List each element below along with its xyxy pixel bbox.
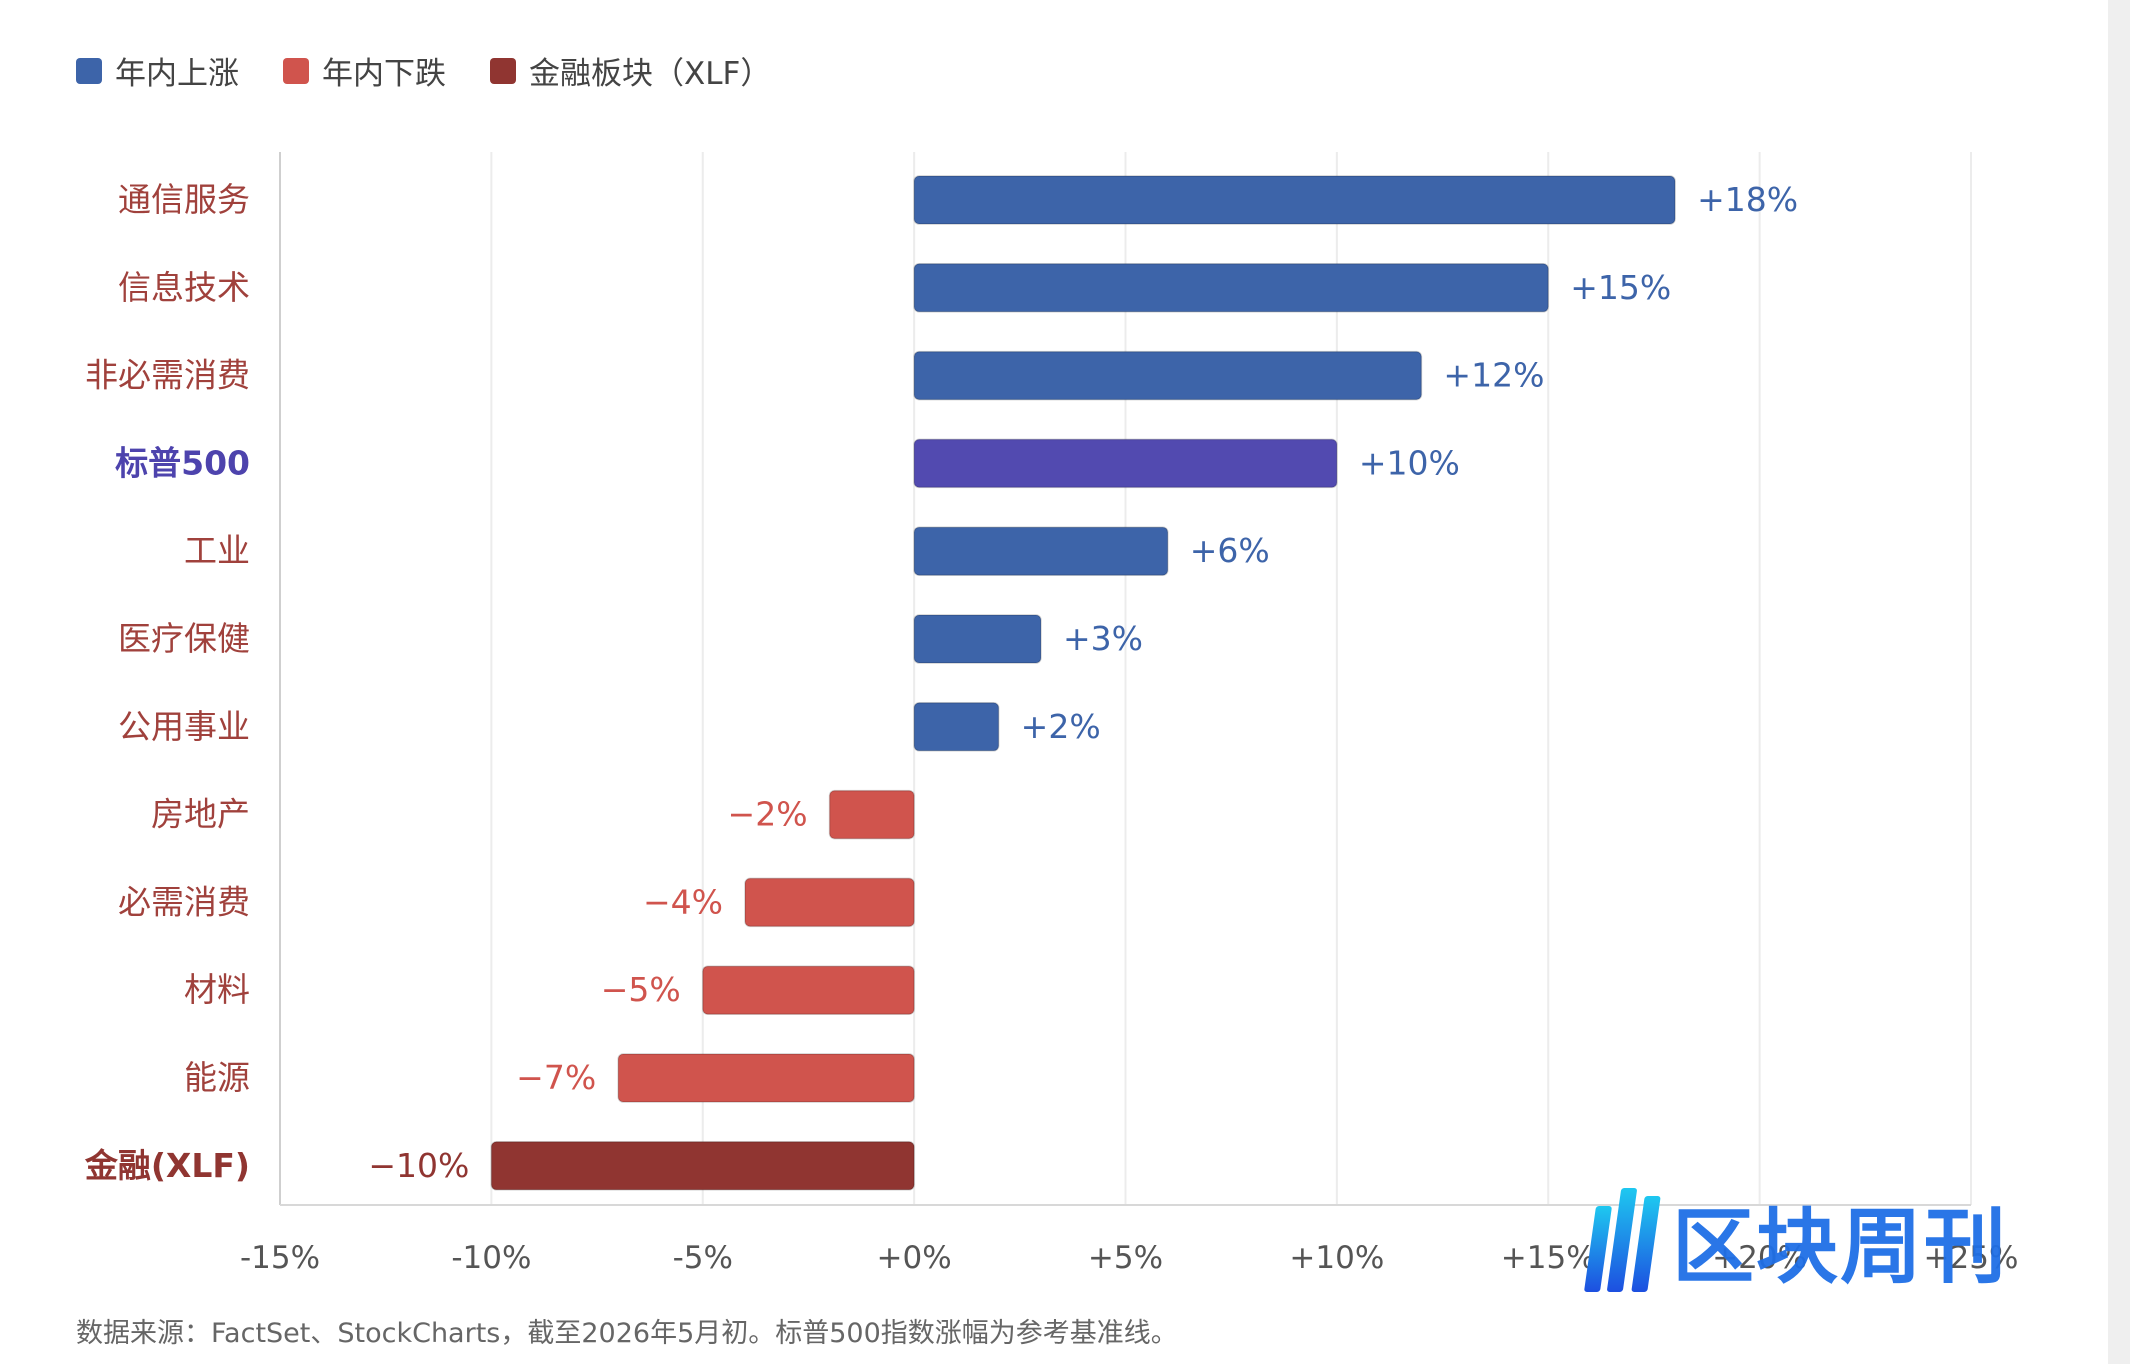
bar-11 [617, 1053, 915, 1103]
category-label-6: 医疗保健 [118, 619, 250, 658]
value-label-11: −7% [516, 1058, 596, 1097]
value-label-3: +12% [1443, 356, 1544, 395]
x-tick-label: +0% [877, 1240, 952, 1276]
bar-10 [702, 965, 915, 1015]
chart-legend: 年内上涨 年内下跌 金融板块（XLF） [76, 48, 771, 93]
category-label-1: 通信服务 [118, 180, 250, 219]
value-label-4: +10% [1359, 443, 1460, 482]
value-label-9: −4% [643, 882, 723, 921]
watermark: 区块周刊 [1583, 1180, 2009, 1299]
value-label-12: −10% [368, 1146, 469, 1185]
window-edge [2108, 0, 2130, 1364]
bar-6 [913, 614, 1042, 664]
legend-item-down: 年内下跌 [283, 48, 446, 93]
x-tick-label: -15% [240, 1240, 320, 1276]
value-label-2: +15% [1570, 268, 1671, 307]
legend-item-financial: 金融板块（XLF） [490, 48, 771, 93]
legend-swatch-financial [490, 57, 516, 84]
x-tick-label: -5% [673, 1240, 733, 1276]
x-tick-label: -10% [451, 1240, 531, 1276]
value-label-1: +18% [1697, 180, 1798, 219]
category-label-9: 必需消费 [118, 882, 250, 921]
watermark-text: 区块周刊 [1672, 1200, 2009, 1295]
value-label-7: +2% [1021, 707, 1101, 746]
watermark-logo-icon [1583, 1187, 1661, 1292]
bar-3 [913, 350, 1423, 401]
value-label-6: +3% [1063, 619, 1143, 658]
source-note: 数据来源：FactSet、StockCharts，截至2026年5月初。标普50… [76, 1318, 1178, 1349]
category-label-4: 标普500 [115, 443, 250, 482]
bar-9 [744, 877, 915, 928]
x-tick-label: +15% [1501, 1240, 1596, 1276]
legend-swatch-up [76, 57, 102, 84]
bar-12 [490, 1141, 915, 1191]
value-label-5: +6% [1190, 531, 1270, 570]
x-tick-label: +25% [1924, 1240, 2019, 1276]
value-label-10: −5% [601, 970, 681, 1009]
x-tick-label: +5% [1088, 1240, 1163, 1276]
bar-1 [913, 175, 1676, 225]
bar-8 [828, 789, 915, 840]
category-label-5: 工业 [184, 531, 250, 570]
category-label-10: 材料 [184, 970, 250, 1009]
legend-label-financial: 金融板块（XLF） [529, 56, 772, 92]
category-label-8: 房地产 [151, 795, 250, 834]
bar-7 [913, 702, 1000, 752]
bar-4 [913, 438, 1338, 489]
category-label-2: 信息技术 [118, 268, 250, 307]
category-label-3: 非必需消费 [85, 356, 250, 395]
value-label-8: −2% [728, 795, 808, 834]
bar-5 [913, 526, 1169, 576]
bar-2 [913, 263, 1549, 313]
category-label-11: 能源 [184, 1058, 250, 1097]
legend-item-up: 年内上涨 [76, 48, 239, 93]
category-label-7: 公用事业 [118, 707, 250, 746]
legend-swatch-down [283, 57, 309, 84]
legend-label-up: 年内上涨 [115, 56, 239, 92]
x-tick-label: +20% [1712, 1240, 1807, 1276]
x-tick-label: +10% [1289, 1240, 1384, 1276]
legend-label-down: 年内下跌 [322, 56, 446, 92]
category-label-12: 金融(XLF) [84, 1146, 250, 1185]
